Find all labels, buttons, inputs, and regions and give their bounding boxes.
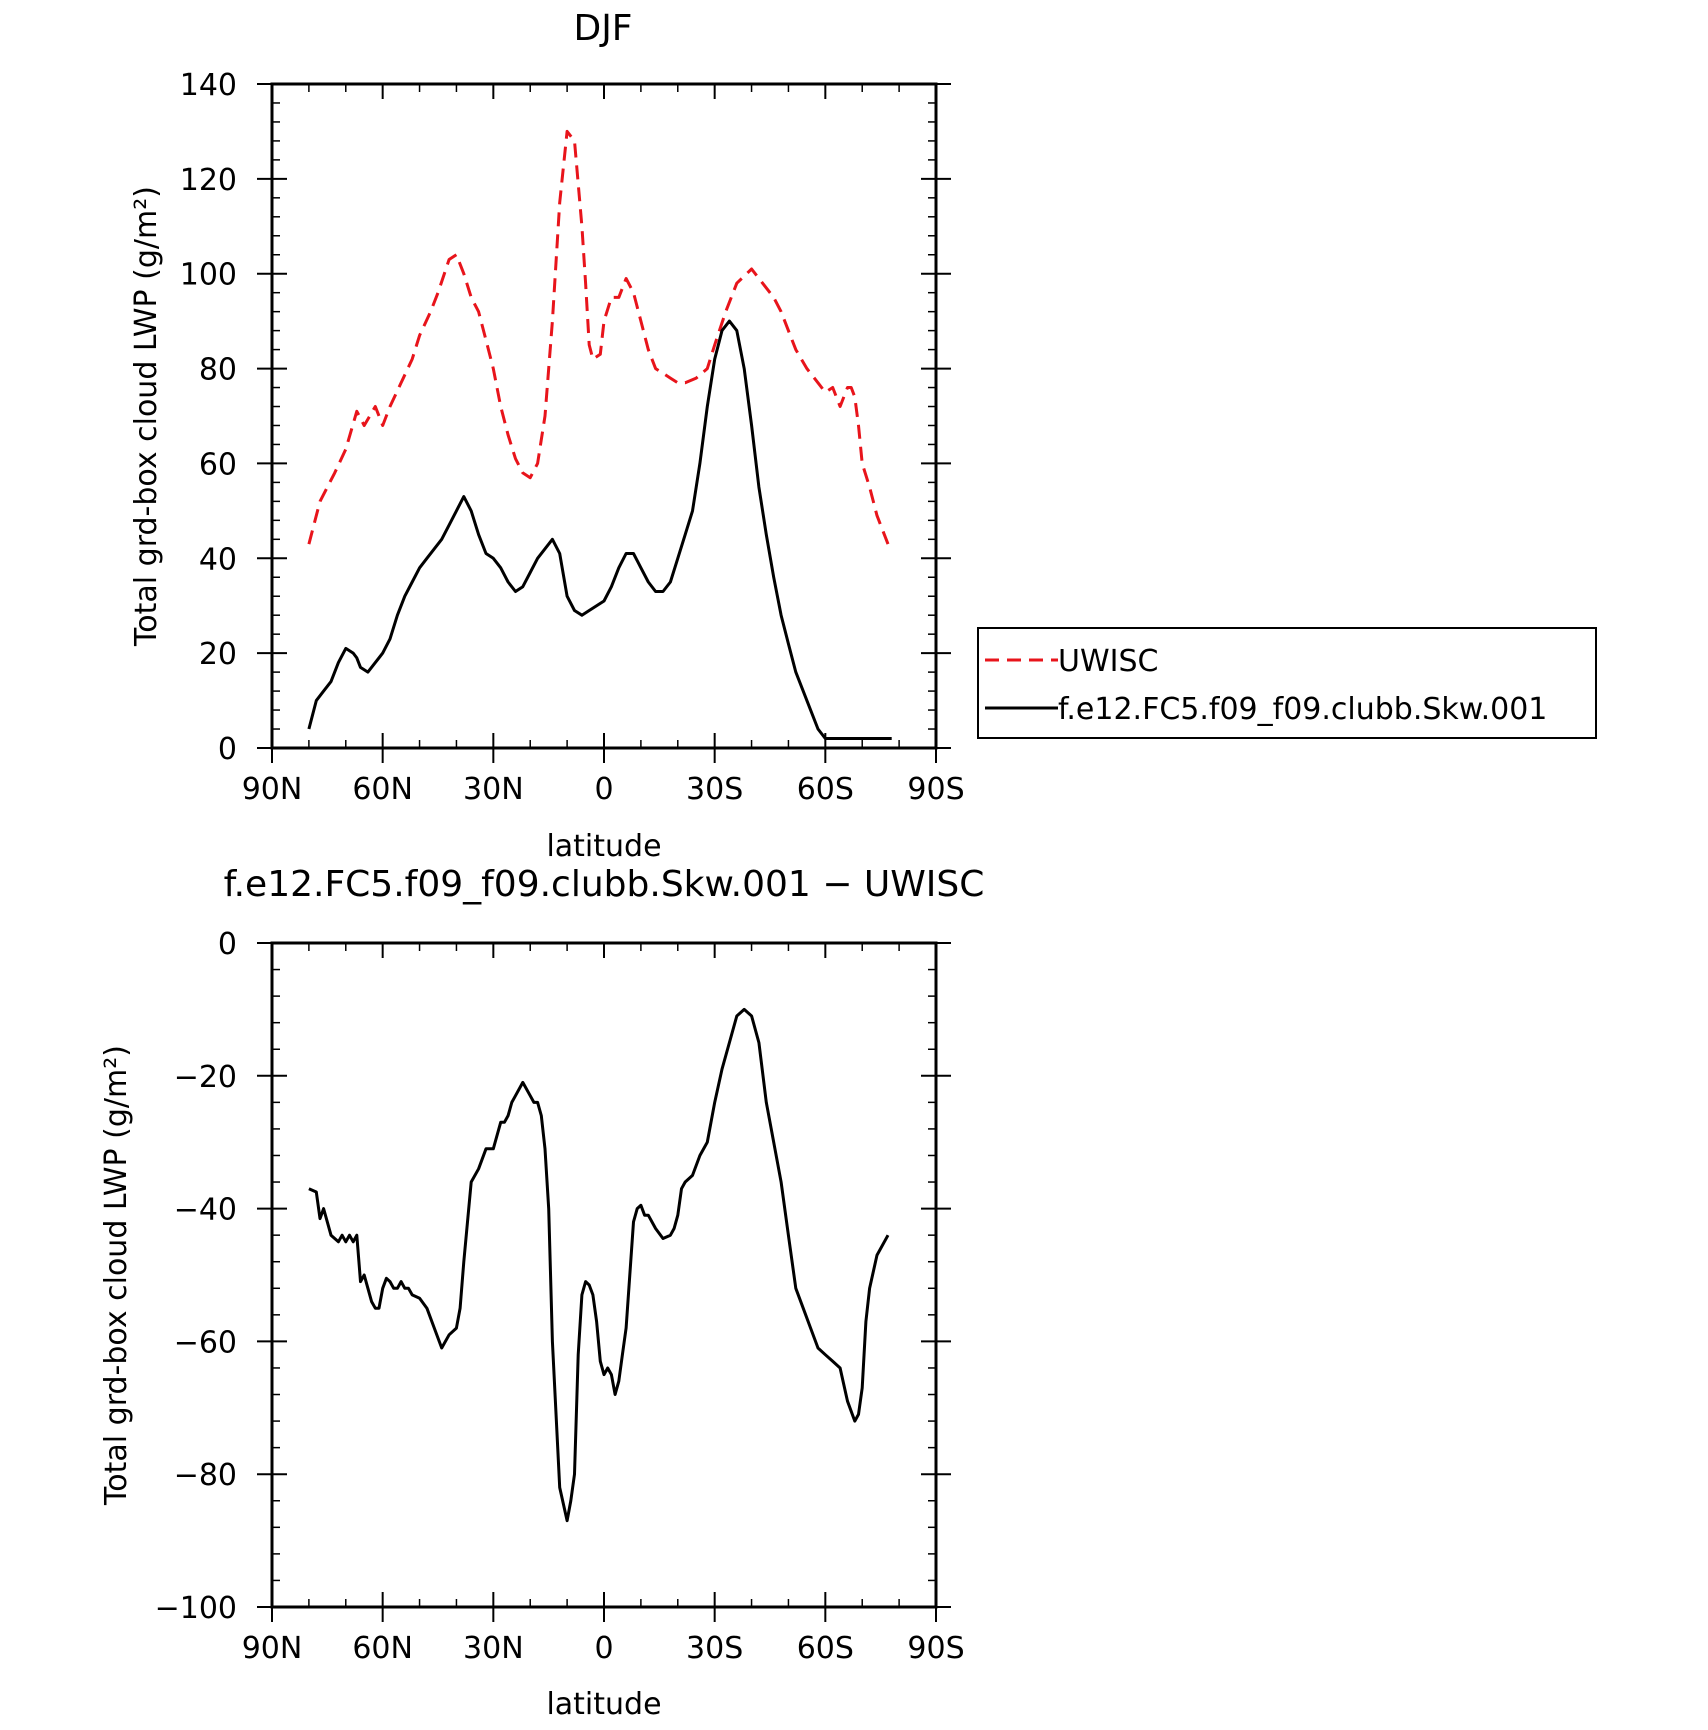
x-tick-label: 0 (594, 1631, 613, 1666)
x-tick-label: 30S (686, 1631, 743, 1666)
x-tick-label: 60N (352, 772, 413, 807)
y-tick-label: 100 (180, 258, 237, 293)
x-tick-label: 30S (686, 772, 743, 807)
y-tick-label: 0 (218, 732, 237, 767)
djf-y-axis-label: Total grd-box cloud LWP (g/m²) (129, 186, 164, 647)
difference-series-line (308, 1007, 890, 1523)
y-tick-label: 40 (199, 542, 237, 577)
series-line-0 (308, 1007, 890, 1523)
difference-plot-frame (270, 941, 938, 1609)
y-tick-label: −40 (174, 1193, 237, 1228)
x-tick-label: 90S (907, 772, 964, 807)
x-tick-label: 90N (242, 1631, 303, 1666)
difference-y-tick-labels: −100 −80 −60 −40 −20 0 (155, 927, 237, 1626)
y-tick-label: −100 (155, 1591, 237, 1626)
djf-y-tick-labels: 0 20 40 60 80 100 120 140 (180, 68, 237, 767)
difference-title: f.e12.FC5.f09_f09.clubb.Skw.001 − UWISC (224, 864, 985, 905)
djf-x-axis-label: latitude (546, 829, 661, 864)
y-tick-label: 20 (199, 637, 237, 672)
djf-x-tick-labels: 90N 60N 30N 0 30S 60S 90S (242, 772, 965, 807)
y-tick-label: 60 (199, 447, 237, 482)
legend-label-model: f.e12.FC5.f09_f09.clubb.Skw.001 (1058, 692, 1547, 727)
y-tick-label: 80 (199, 353, 237, 388)
x-tick-label: 90S (907, 1631, 964, 1666)
series-line-1 (307, 319, 892, 740)
x-tick-label: 30N (463, 1631, 524, 1666)
djf-title: DJF (573, 8, 632, 49)
djf-panel: DJF 90N 60N 30N 0 30S 60S 90S 0 20 40 60 80 100 120 1… (129, 8, 1597, 864)
difference-tick-marks (257, 942, 951, 1622)
x-tick-label: 90N (242, 772, 303, 807)
djf-plot-frame (270, 82, 938, 750)
x-tick-label: 0 (594, 772, 613, 807)
legend-box (977, 627, 1597, 739)
y-tick-label: 0 (218, 927, 237, 962)
difference-x-tick-labels: 90N 60N 30N 0 30S 60S 90S (242, 1631, 965, 1666)
x-tick-label: 30N (463, 772, 524, 807)
y-tick-label: 140 (180, 68, 237, 103)
difference-x-axis-label: latitude (546, 1687, 661, 1722)
y-tick-label: −20 (174, 1060, 237, 1095)
x-tick-label: 60S (797, 772, 854, 807)
x-tick-label: 60S (797, 1631, 854, 1666)
y-tick-label: −80 (174, 1458, 237, 1493)
djf-tick-marks (257, 83, 951, 763)
x-tick-label: 60N (352, 1631, 413, 1666)
legend-label-uwisc: UWISC (1058, 644, 1158, 679)
series-line-0 (307, 129, 890, 545)
djf-series-lines (307, 129, 892, 740)
y-tick-label: −60 (174, 1325, 237, 1360)
difference-panel: f.e12.FC5.f09_f09.clubb.Skw.001 − UWISC … (99, 864, 984, 1722)
y-tick-label: 120 (180, 163, 237, 198)
difference-y-axis-label: Total grd-box cloud LWP (g/m²) (99, 1045, 134, 1506)
legend: UWISC f.e12.FC5.f09_f09.clubb.Skw.001 (977, 627, 1597, 739)
